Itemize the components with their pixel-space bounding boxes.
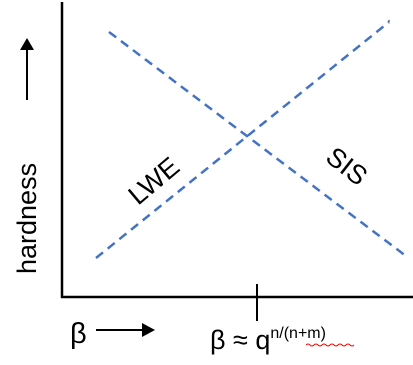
crossover-label: β ≈ qn/(n+m) — [210, 325, 326, 355]
x-axis-label: β — [70, 318, 87, 350]
y-axis-label: hardness — [12, 163, 42, 274]
sis-label: SIS — [320, 141, 373, 191]
crossover-label-exp-prefix: n/ — [270, 325, 284, 342]
lwe-label: LWE — [123, 151, 186, 210]
crossover-label-main: β ≈ q — [210, 325, 270, 355]
line-endpoint-dot — [387, 19, 391, 23]
crossover-label-exp-paren: (n+m) — [284, 325, 326, 342]
lwe-dashed-line — [95, 21, 390, 259]
spellcheck-underline — [305, 343, 355, 347]
right-arrow-icon — [96, 323, 155, 337]
up-arrow-icon — [20, 38, 34, 100]
sis-dashed-line — [108, 31, 407, 257]
